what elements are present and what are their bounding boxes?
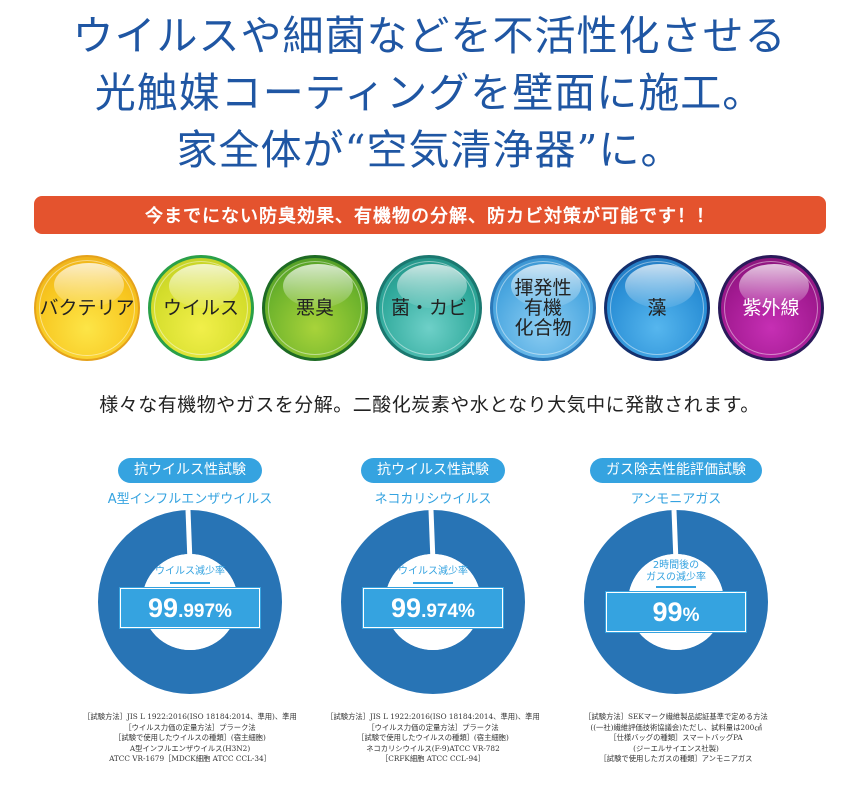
test-subject: ネコカリシウイルス — [374, 492, 492, 507]
metric-value-integer: 99 — [652, 597, 683, 627]
metric-value-box: 99.974% — [362, 587, 504, 629]
metric-underline — [170, 582, 210, 584]
test-method-notes: ［試験方法］JIS L 1922:2016(ISO 18184:2014、準用)… — [83, 712, 297, 764]
target-bubble-uv: 紫外線 — [718, 255, 824, 361]
donut-chart: ウイルス減少率 99.974% — [341, 510, 525, 694]
metric-value-box: 99% — [605, 591, 747, 633]
metric-underline — [656, 586, 696, 588]
metric-value-box: 99.997% — [119, 587, 261, 629]
target-bubble-odor: 悪臭 — [262, 255, 368, 361]
metric-value-decimal: .974% — [421, 601, 475, 622]
target-bubble-virus: ウイルス — [148, 255, 254, 361]
metric-value-integer: 99 — [148, 593, 179, 623]
target-label: 揮発性 有機 化合物 — [514, 277, 572, 339]
test-method-notes: ［試験方法］JIS L 1922:2016(ISO 18184:2014、準用)… — [326, 712, 540, 764]
test-subject: アンモニアガス — [630, 492, 722, 507]
target-bubble-algae: 藻 — [604, 255, 710, 361]
target-label: バクテリア — [39, 296, 135, 319]
metric-underline — [413, 582, 453, 584]
metric-value-unit: % — [682, 605, 700, 626]
test-category-badge: ガス除去性能評価試験 — [590, 458, 762, 483]
target-label: ウイルス — [162, 296, 239, 319]
target-bubble-bacteria: バクテリア — [34, 255, 140, 361]
headline-line-3: 家全体が“空気清浄器”に。 — [176, 126, 683, 174]
target-label: 紫外線 — [742, 296, 800, 319]
metric-label: 2時間後の ガスの減少率 — [646, 560, 706, 583]
donut-chart: 2時間後の ガスの減少率 99% — [584, 510, 768, 694]
target-label: 藻 — [647, 296, 667, 319]
test-subject: A型インフルエンザウイルス — [107, 492, 273, 507]
test-category-badge: 抗ウイルス性試験 — [118, 458, 262, 483]
metric-value-decimal: .997% — [178, 601, 232, 622]
headline-line-1: ウイルスや細菌などを不活性化させる — [72, 12, 787, 60]
metric-label: ウイルス減少率 — [398, 566, 468, 577]
target-bubble-voc: 揮発性 有機 化合物 — [490, 255, 596, 361]
test-category-badge: 抗ウイルス性試験 — [361, 458, 505, 483]
metric-value-integer: 99 — [391, 593, 422, 623]
feature-banner: 今までにない防臭効果、有機物の分解、防カビ対策が可能です！！ — [34, 196, 826, 234]
target-bubble-mold: 菌・カビ — [376, 255, 482, 361]
target-label: 菌・カビ — [390, 296, 467, 319]
metric-label: ウイルス減少率 — [155, 566, 225, 577]
target-label: 悪臭 — [295, 296, 334, 319]
feature-banner-text: 今までにない防臭効果、有機物の分解、防カビ対策が可能です！！ — [145, 206, 715, 227]
decomposition-description: 様々な有機物やガスを分解。二酸化炭素や水となり大気中に発散されます。 — [99, 394, 760, 416]
donut-chart: ウイルス減少率 99.997% — [98, 510, 282, 694]
headline-line-2: 光触媒コーティングを壁面に施工。 — [94, 69, 765, 117]
test-method-notes: ［試験方法］SEKマーク繊維製品認証基準で定める方法 ((一社)繊維評価技術協議… — [584, 712, 768, 764]
